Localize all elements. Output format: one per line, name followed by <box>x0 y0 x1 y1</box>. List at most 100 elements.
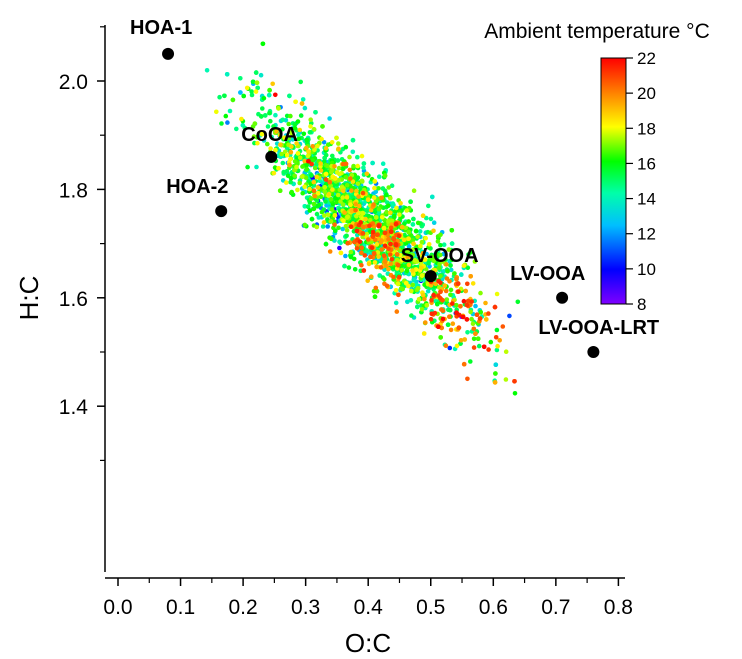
colorbar-title: Ambient temperature °C <box>484 20 710 43</box>
scatter-point <box>325 217 330 222</box>
scatter-point <box>461 361 467 367</box>
scatter-point <box>494 347 500 353</box>
scatter-point <box>412 258 418 263</box>
factor-point <box>587 346 600 358</box>
scatter-point <box>285 173 291 178</box>
scatter-point <box>370 160 375 166</box>
scatter-point <box>418 243 423 249</box>
scatter-point <box>372 179 378 184</box>
scatter-point <box>316 215 322 220</box>
factor-point <box>556 291 569 304</box>
scatter-point <box>325 163 330 169</box>
scatter-point <box>444 297 450 302</box>
scatter-point <box>464 302 470 308</box>
scatter-point <box>403 225 409 231</box>
scatter-point <box>290 137 296 142</box>
scatter-point <box>471 326 477 332</box>
scatter-point <box>371 195 377 200</box>
scatter-point <box>265 141 270 147</box>
scatter-point <box>373 198 379 204</box>
scatter-point <box>261 96 267 101</box>
scatter-point <box>401 237 407 243</box>
y-tick-label: 1.6 <box>59 288 88 311</box>
scatter-point <box>424 215 429 221</box>
scatter-point <box>358 220 364 225</box>
scatter-point <box>326 191 332 197</box>
scatter-point <box>422 296 427 302</box>
scatter-point <box>345 240 351 246</box>
scatter-point <box>352 267 358 272</box>
scatter-point <box>360 190 366 196</box>
scatter-point <box>372 185 377 191</box>
scatter-point <box>396 274 402 280</box>
scatter-point <box>277 188 283 193</box>
scatter-point <box>441 242 447 247</box>
scatter-point <box>384 192 389 198</box>
scatter-point <box>370 229 376 235</box>
scatter-point <box>371 202 376 207</box>
scatter-point <box>388 195 393 201</box>
scatter-point <box>344 228 350 233</box>
scatter-point <box>309 216 315 222</box>
scatter-point <box>368 207 374 213</box>
scatter-point <box>468 359 473 364</box>
scatter-point <box>314 224 320 230</box>
x-tick-label: 0.5 <box>416 596 445 619</box>
scatter-point <box>304 137 310 143</box>
scatter-point <box>299 174 305 179</box>
scatter-point <box>401 255 407 261</box>
scatter-point <box>353 207 358 213</box>
scatter-point <box>372 294 378 300</box>
scatter-point <box>357 239 363 244</box>
scatter-point <box>302 204 308 209</box>
scatter-point <box>318 168 324 173</box>
scatter-point <box>507 313 512 319</box>
scatter-point <box>463 288 469 294</box>
scatter-point <box>321 220 327 225</box>
y-axis-title: H:C <box>14 276 44 321</box>
scatter-point <box>419 307 425 312</box>
scatter-point <box>348 176 353 181</box>
scatter-point <box>459 272 464 277</box>
scatter-point <box>468 274 474 279</box>
scatter-point <box>369 274 374 280</box>
scatter-point <box>391 237 397 242</box>
scatter-point <box>259 114 264 119</box>
scatter-point <box>307 186 312 192</box>
scatter-point <box>343 223 349 229</box>
colorbar-tick-label: 16 <box>637 154 656 173</box>
axes: 0.0 0.1 0.2 0.3 0.4 0.5 0.6 0.7 0.8 1.4 1.6 1.8 2.0… <box>59 25 633 619</box>
scatter-point <box>410 237 416 243</box>
scatter-point <box>328 236 334 242</box>
scatter-point <box>473 303 478 309</box>
scatter-point <box>493 335 499 340</box>
x-tick-label: 0.7 <box>541 596 570 619</box>
scatter-point <box>381 253 387 258</box>
scatter-point <box>292 168 297 173</box>
scatter-point <box>319 187 324 192</box>
scatter-point <box>382 276 387 282</box>
scatter-point <box>340 202 346 207</box>
scatter-point <box>393 242 399 248</box>
scatter-point <box>219 121 224 126</box>
scatter-point <box>332 222 337 227</box>
scatter-point <box>329 140 335 145</box>
scatter-point <box>284 180 289 185</box>
scatter-point <box>428 256 433 262</box>
scatter-point <box>340 226 346 232</box>
scatter-point <box>302 105 308 111</box>
scatter-point <box>383 259 388 264</box>
scatter-point <box>324 203 329 208</box>
scatter-point <box>258 72 264 78</box>
factor-label: LV-OOA <box>510 263 585 285</box>
scatter-point <box>336 141 341 146</box>
scatter-point <box>465 281 470 287</box>
scatter-point <box>338 240 343 246</box>
scatter-point <box>420 292 426 298</box>
scatter-point <box>315 143 320 149</box>
scatter-point <box>342 210 347 215</box>
scatter-point <box>298 113 304 118</box>
scatter-point <box>483 300 488 306</box>
scatter-point <box>494 291 500 297</box>
scatter-point <box>365 278 371 284</box>
